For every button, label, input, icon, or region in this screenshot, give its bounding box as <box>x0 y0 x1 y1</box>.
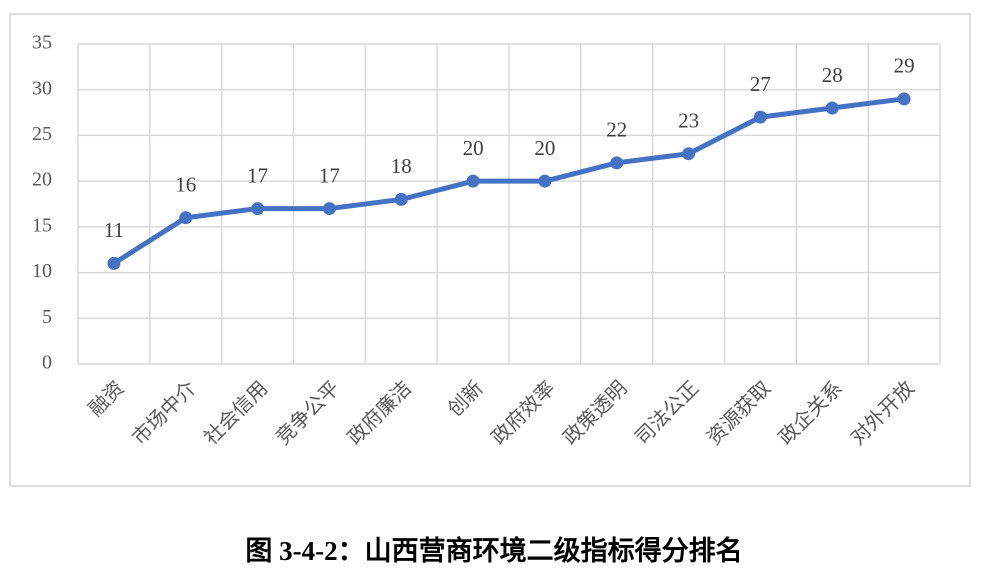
data-label: 29 <box>894 54 915 78</box>
chart-frame <box>9 13 971 487</box>
y-tick-label: 0 <box>42 352 52 374</box>
data-label: 16 <box>175 173 196 197</box>
y-tick-label: 15 <box>32 214 52 236</box>
y-tick-label: 5 <box>42 306 52 328</box>
data-label: 17 <box>247 163 268 187</box>
y-tick-label: 35 <box>32 32 52 54</box>
y-tick-label: 25 <box>32 123 52 145</box>
data-point <box>322 202 336 216</box>
data-point <box>538 174 552 188</box>
y-tick-label: 30 <box>32 77 52 99</box>
y-tick-label: 10 <box>32 260 52 282</box>
data-label: 27 <box>750 72 771 96</box>
data-label: 11 <box>104 218 124 242</box>
data-label: 17 <box>319 163 340 187</box>
data-point <box>107 256 121 270</box>
y-tick-label: 20 <box>32 169 52 191</box>
data-point <box>394 192 408 206</box>
data-point <box>825 101 839 115</box>
chart-title: 图 3-4-2：山西营商环境二级指标得分排名 <box>245 535 742 566</box>
data-point <box>610 156 624 170</box>
data-label: 20 <box>463 136 484 160</box>
data-point <box>682 147 696 161</box>
data-point <box>179 211 193 225</box>
data-line <box>112 96 905 266</box>
data-label: 18 <box>391 154 412 178</box>
data-label: 20 <box>534 136 555 160</box>
data-point <box>753 110 767 124</box>
data-label: 23 <box>678 109 699 133</box>
data-point <box>897 92 911 106</box>
data-point <box>251 202 265 216</box>
data-point <box>466 174 480 188</box>
data-label: 22 <box>606 118 627 142</box>
data-label: 28 <box>822 63 843 87</box>
